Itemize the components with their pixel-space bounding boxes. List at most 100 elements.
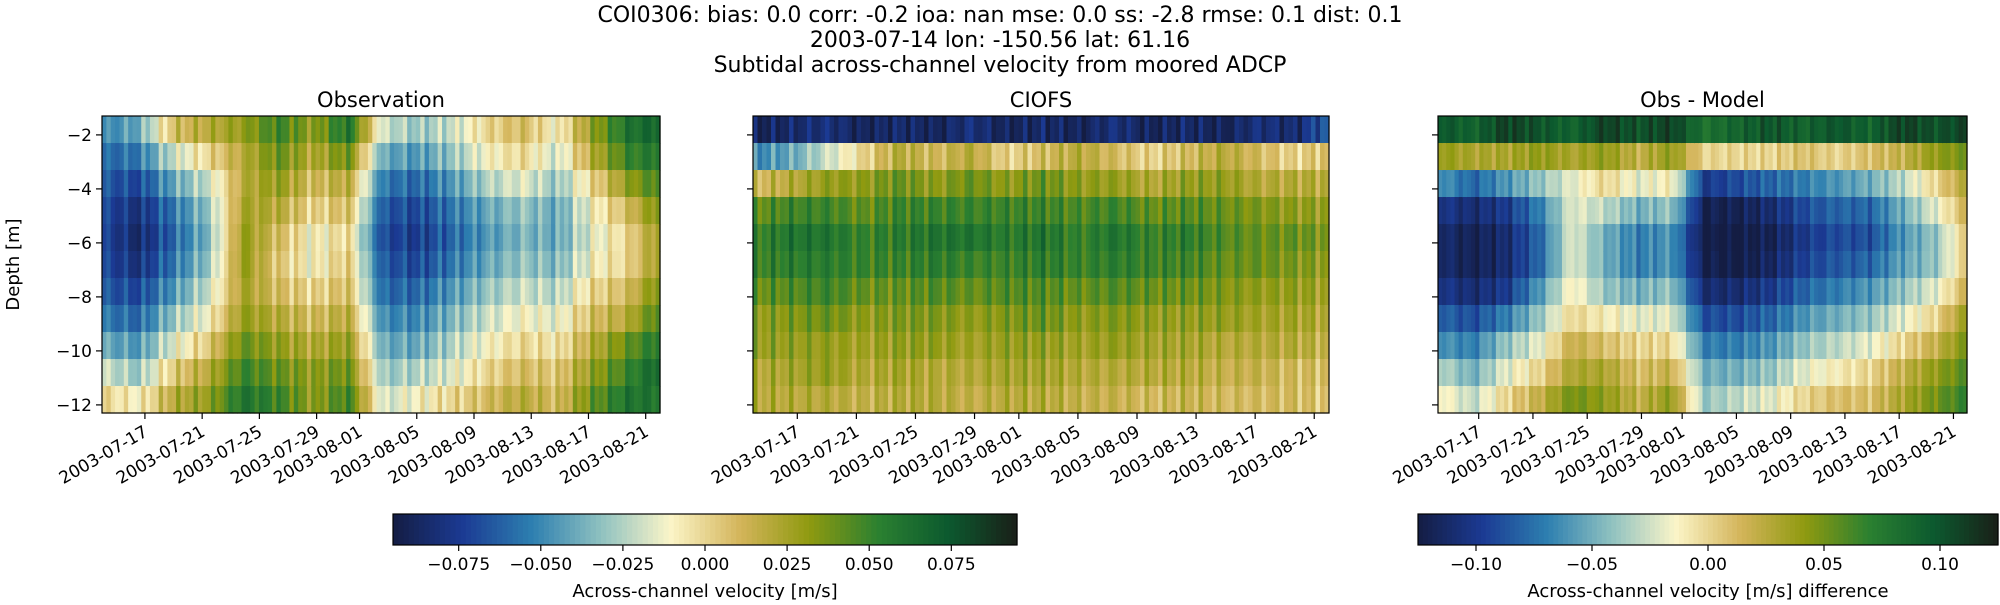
heatmap-cell — [879, 332, 885, 360]
heatmap-cell — [1905, 332, 1910, 360]
colorbar-swatch — [1959, 514, 1965, 545]
heatmap-cell — [1126, 359, 1132, 387]
heatmap-cell — [1731, 143, 1737, 171]
heatmap-cell — [594, 170, 600, 198]
heatmap-cell — [302, 332, 308, 360]
heatmap-cell — [463, 224, 469, 252]
heatmap-cell — [1830, 197, 1836, 225]
heatmap-cell — [820, 170, 826, 198]
heatmap-cell — [906, 305, 912, 333]
heatmap-cell — [1541, 116, 1547, 144]
colorbar-swatch — [1746, 514, 1753, 545]
heatmap-cell — [906, 197, 912, 225]
heatmap-cell — [1095, 386, 1101, 414]
heatmap-cell — [337, 170, 343, 198]
heatmap-cell — [1628, 143, 1633, 171]
heatmap-cell — [955, 278, 961, 306]
heatmap-cell — [524, 305, 530, 333]
heatmap-cell — [1315, 332, 1321, 360]
heatmap-cell — [206, 170, 212, 198]
heatmap-cell — [485, 197, 491, 225]
heatmap-cell — [115, 116, 121, 144]
heatmap-cell — [158, 224, 164, 252]
heatmap-cell — [897, 116, 903, 144]
heatmap-cell — [861, 224, 867, 252]
heatmap-cell — [1826, 170, 1832, 198]
colorbar-swatch — [1635, 514, 1641, 545]
heatmap-cell — [1059, 305, 1065, 333]
heatmap-cell — [1578, 359, 1584, 387]
heatmap-cell — [1077, 386, 1083, 414]
heatmap-cell — [537, 278, 543, 306]
heatmap-cell — [420, 359, 426, 387]
heatmap-cell — [1108, 170, 1114, 198]
heatmap-cell — [638, 170, 644, 198]
heatmap-cell — [883, 251, 889, 279]
heatmap-cell — [1681, 278, 1687, 306]
heatmap-cell — [1471, 332, 1476, 360]
colorbar-tick-label: −0.025 — [591, 555, 654, 575]
colorbar-swatch — [1001, 514, 1008, 545]
heatmap-cell — [315, 332, 321, 360]
heatmap-cell — [1171, 305, 1177, 333]
heatmap-cells — [1438, 116, 1968, 414]
heatmap-cell — [1797, 359, 1803, 387]
heatmap-cell — [1108, 143, 1114, 171]
heatmap-cell — [437, 305, 443, 333]
heatmap-cell — [1068, 224, 1074, 252]
heatmap-cell — [1900, 305, 1906, 333]
heatmap-cell — [424, 170, 430, 198]
heatmap-cell — [1933, 386, 1939, 414]
heatmap-cell — [202, 278, 208, 306]
heatmap-cell — [879, 197, 885, 225]
heatmap-cell — [1140, 305, 1146, 333]
heatmap-cell — [559, 386, 565, 414]
heatmap-cell — [1288, 224, 1294, 252]
heatmap-cell — [1537, 305, 1542, 333]
colorbar-swatch — [580, 514, 586, 545]
heatmap-cell — [978, 305, 984, 333]
heatmap-cell — [1516, 116, 1522, 144]
heatmap-cell — [551, 143, 556, 171]
colorbar-swatch — [1422, 514, 1429, 545]
heatmap-cell — [485, 143, 491, 171]
heatmap-cell — [289, 332, 295, 360]
heatmap-cell — [415, 332, 421, 360]
heatmap-cell — [285, 278, 291, 306]
heatmap-cell — [476, 251, 482, 279]
heatmap-cell — [924, 116, 930, 144]
heatmap-cell — [1446, 278, 1451, 306]
heatmap-cell — [1768, 251, 1774, 279]
heatmap-cell — [996, 278, 1002, 306]
heatmap-cell — [1954, 116, 1960, 144]
heatmap-cell — [1677, 332, 1683, 360]
heatmap-cell — [1475, 224, 1480, 252]
heatmap-cell — [442, 332, 447, 360]
heatmap-cell — [346, 386, 352, 414]
heatmap-cell — [1230, 359, 1236, 387]
heatmap-cell — [973, 386, 979, 414]
heatmap-cell — [883, 224, 889, 252]
heatmap-cell — [802, 332, 808, 360]
heatmap-cell — [280, 332, 286, 360]
heatmap-cell — [594, 116, 600, 144]
heatmap-cell — [1135, 386, 1141, 414]
heatmap-cell — [1483, 305, 1489, 333]
heatmap-cell — [919, 170, 925, 198]
heatmap-cell — [568, 332, 574, 360]
heatmap-cell — [1203, 143, 1209, 171]
colorbar-swatch — [1596, 514, 1603, 545]
heatmap-cell — [1234, 278, 1240, 306]
heatmap-cell — [1553, 170, 1559, 198]
heatmap-cell — [1859, 116, 1865, 144]
heatmap-cell — [1946, 143, 1952, 171]
heatmap-cell — [642, 224, 648, 252]
heatmap-cell — [1027, 332, 1033, 360]
heatmap-cell — [1198, 359, 1204, 387]
heatmap-cell — [1826, 359, 1832, 387]
heatmap-cell — [585, 197, 591, 225]
heatmap-cell — [1805, 116, 1811, 144]
heatmap-cell — [991, 251, 997, 279]
heatmap-cell — [476, 332, 482, 360]
heatmap-cell — [982, 278, 988, 306]
